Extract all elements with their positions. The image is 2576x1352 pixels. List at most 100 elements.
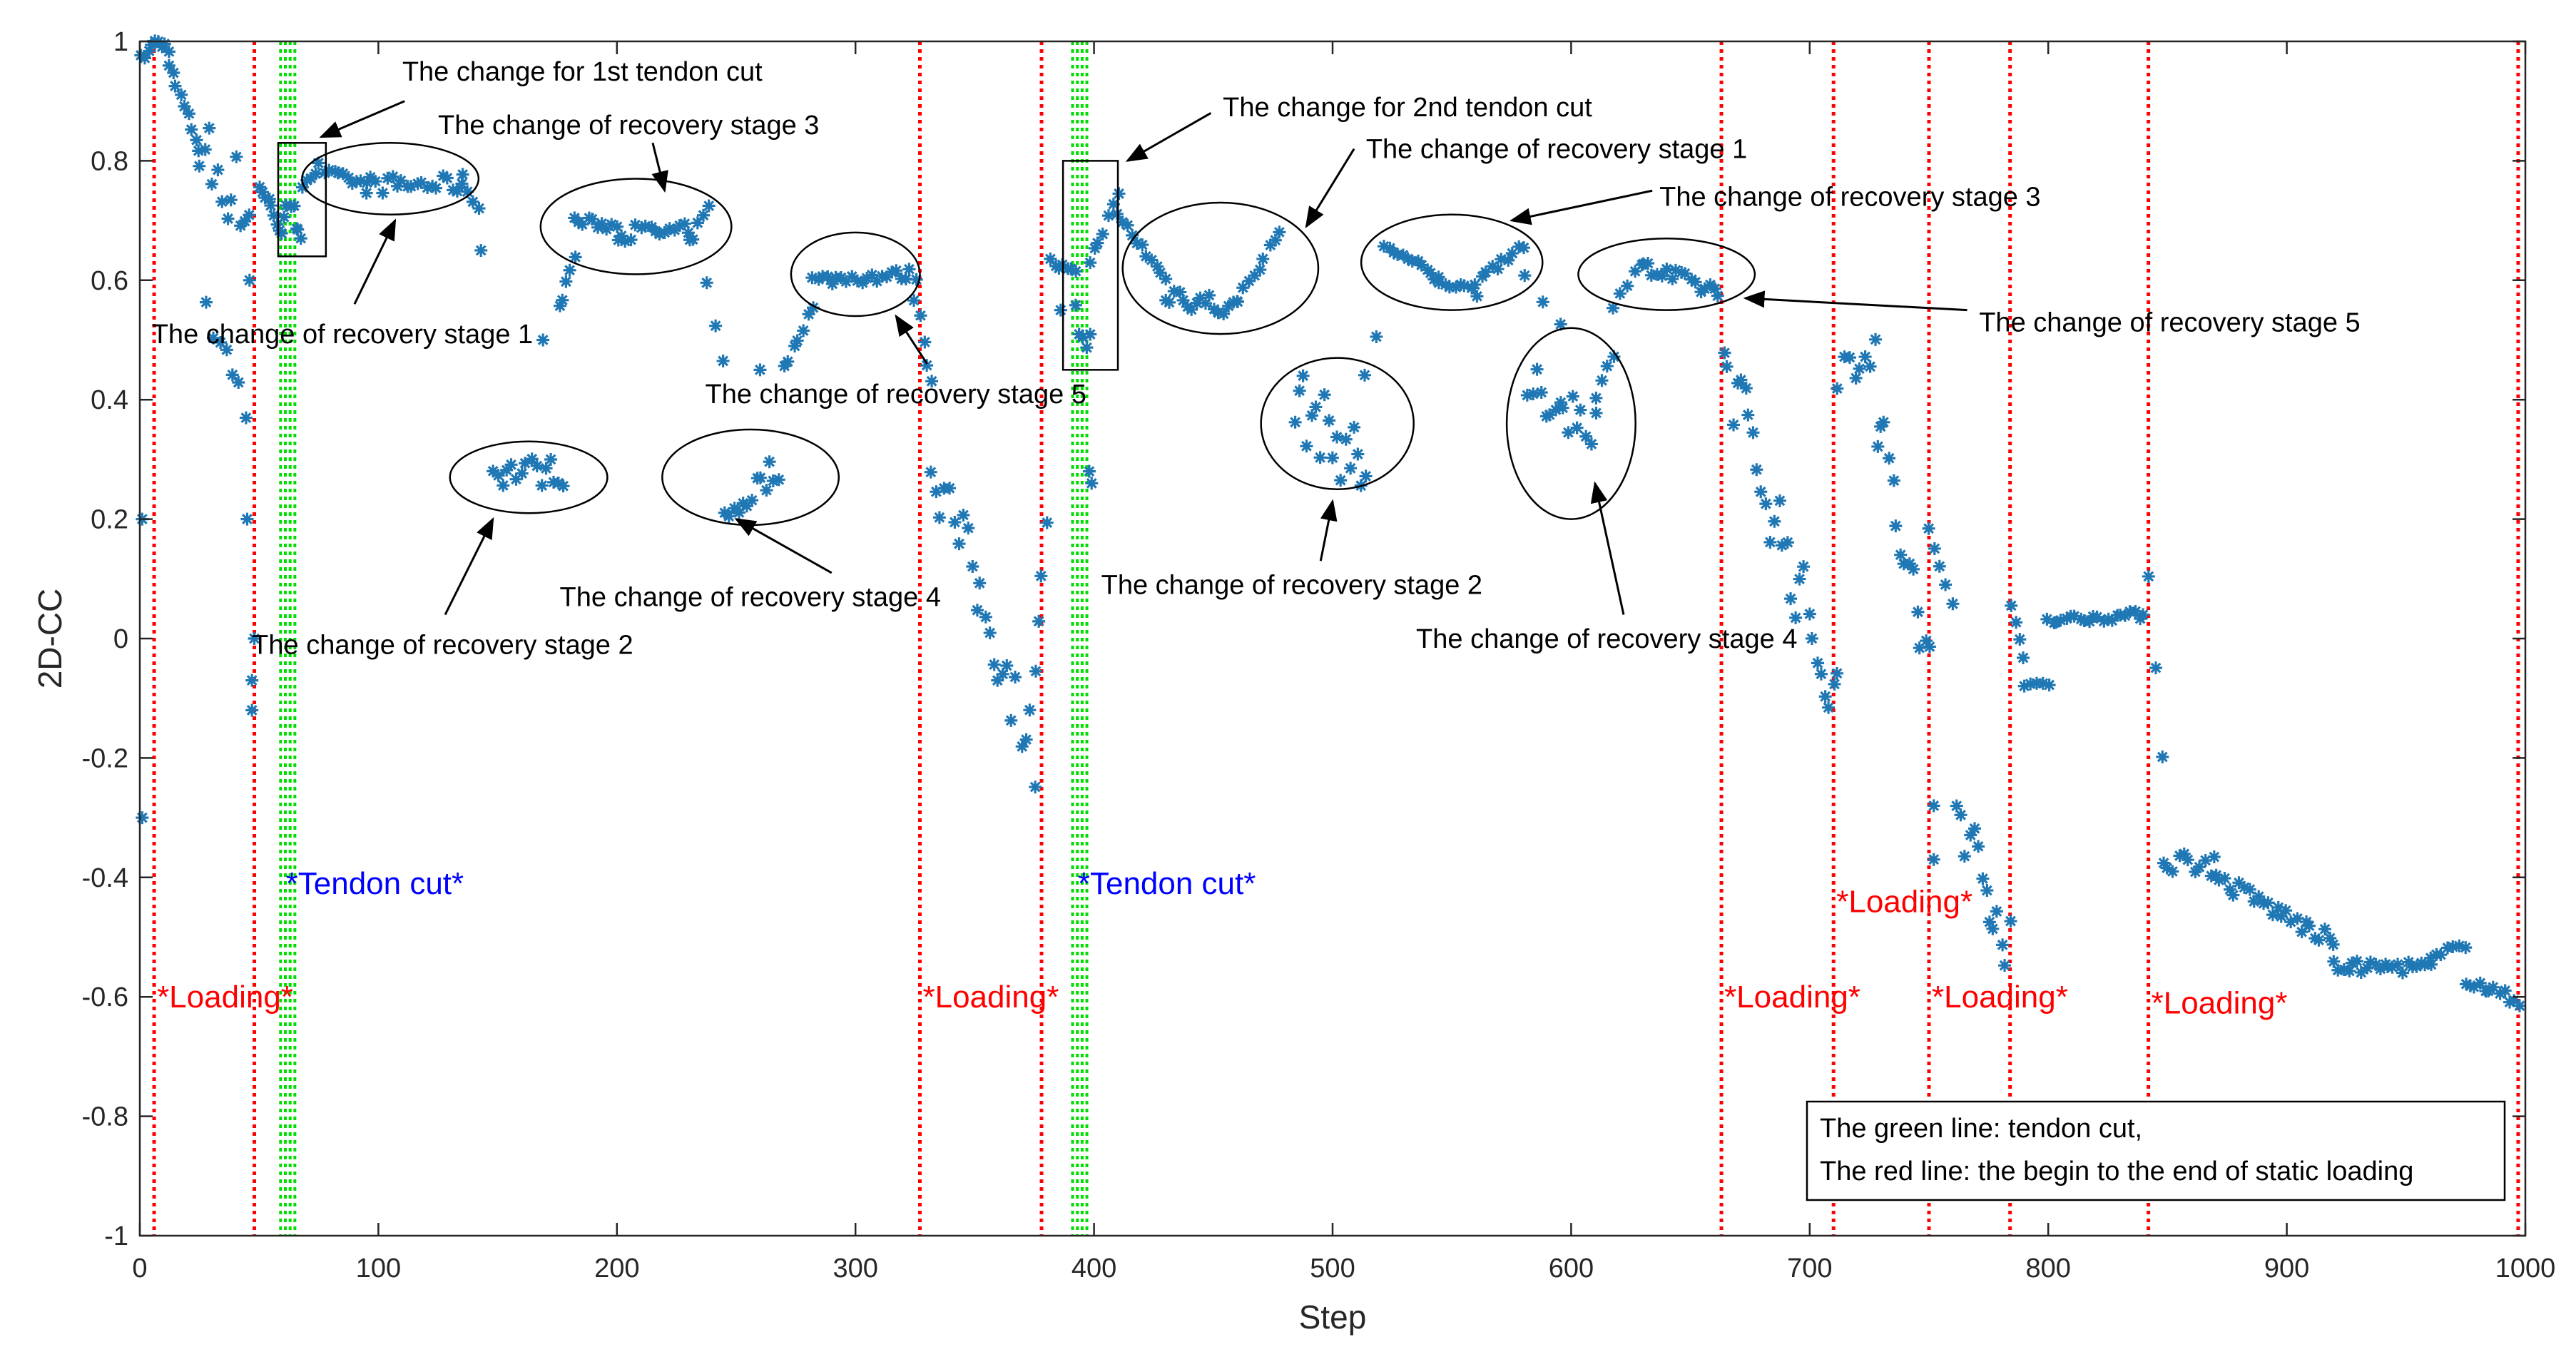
data-point [1554, 396, 1567, 410]
data-point [1023, 703, 1037, 717]
annotation-arrow [444, 517, 494, 616]
data-point [763, 455, 776, 469]
data-point [1869, 332, 1883, 346]
data-point [1814, 667, 1828, 681]
data-point [1154, 266, 1167, 280]
data-point [1468, 278, 1482, 291]
data-point [1621, 279, 1634, 293]
data-point [267, 208, 280, 222]
data-point [1015, 740, 1029, 753]
data-point [1584, 437, 1598, 451]
data-point [198, 143, 212, 156]
data-point [1054, 303, 1067, 317]
data-point [1101, 209, 1115, 223]
data-point [136, 811, 149, 825]
annotation-label: The change of recovery stage 2 [252, 630, 633, 660]
x-tick-label: 0 [132, 1254, 147, 1284]
data-point [461, 185, 474, 198]
data-point [360, 186, 373, 200]
data-point [1996, 938, 2010, 952]
data-point [2326, 937, 2340, 951]
legend-box [1806, 1100, 2506, 1201]
data-point [1185, 303, 1198, 316]
annotation-label: The change of recovery stage 1 [1366, 135, 1747, 165]
data-point [1954, 808, 1967, 822]
data-point [1145, 253, 1159, 267]
data-point [2261, 896, 2275, 910]
data-point [472, 202, 486, 215]
data-point [1470, 290, 1484, 303]
highlight-ellipse [1505, 327, 1636, 520]
data-point [369, 175, 382, 188]
data-point [797, 324, 810, 337]
legend-line: The green line: tendon cut, [1820, 1114, 2142, 1144]
data-point [766, 474, 780, 487]
data-point [839, 275, 852, 288]
data-point [1613, 287, 1626, 300]
data-point [158, 37, 171, 51]
data-point [1928, 542, 1941, 555]
data-point [456, 168, 469, 181]
data-point [414, 176, 428, 189]
data-point [1660, 263, 1674, 276]
data-point [1754, 485, 1768, 499]
data-point [2373, 962, 2387, 976]
annotation-label: The change of recovery stage 5 [706, 380, 1086, 410]
data-point [2318, 922, 2331, 936]
y-tick-label: 0.2 [91, 505, 128, 535]
data-point [1479, 265, 1492, 279]
data-point [1595, 374, 1609, 387]
data-point [429, 181, 443, 195]
data-point [1288, 415, 1302, 429]
data-point [600, 223, 614, 236]
data-point [1894, 548, 1908, 561]
data-point [1784, 592, 1798, 606]
data-point [697, 208, 711, 222]
data-point [1432, 276, 1445, 290]
annotation-label: The change of recovery stage 2 [1101, 571, 1482, 601]
data-point [2090, 610, 2104, 624]
data-point [1968, 822, 1981, 835]
data-point [2017, 651, 2030, 665]
data-point [914, 309, 927, 322]
data-point [1325, 451, 1339, 464]
data-point [1990, 905, 2003, 918]
data-point [2181, 853, 2194, 867]
data-point [162, 45, 175, 59]
data-point [1853, 362, 1866, 375]
data-point [970, 604, 984, 617]
data-point [2361, 961, 2374, 975]
data-point [2312, 933, 2326, 947]
data-point [1106, 198, 1120, 211]
data-point [1903, 557, 1916, 571]
data-point [1607, 350, 1621, 363]
data-point [2345, 956, 2358, 970]
data-point [678, 217, 691, 230]
data-point [1980, 884, 1994, 898]
data-point [190, 133, 203, 147]
data-point [722, 509, 735, 523]
data-point [1887, 474, 1900, 487]
data-point [1549, 403, 1563, 417]
data-point [925, 375, 939, 388]
data-point [1527, 387, 1540, 401]
data-point [342, 171, 355, 185]
y-tick-label: 0.6 [91, 266, 128, 296]
data-point [2232, 876, 2246, 890]
data-point [1554, 317, 1567, 331]
data-point [211, 163, 225, 177]
data-point [1803, 607, 1816, 621]
data-point [663, 222, 676, 235]
data-point [440, 171, 454, 185]
data-point [1253, 263, 1267, 277]
data-point [1339, 432, 1353, 446]
data-point [686, 233, 700, 246]
annotation-text-layer: The change for 1st tendon cut The change … [152, 57, 2361, 1021]
annotation-label: The change of recovery stage 3 [1659, 183, 2040, 213]
data-point [1313, 451, 1327, 464]
data-point [1029, 664, 1042, 678]
data-point [821, 270, 835, 283]
data-point [1982, 915, 1996, 929]
data-point [2415, 956, 2428, 970]
